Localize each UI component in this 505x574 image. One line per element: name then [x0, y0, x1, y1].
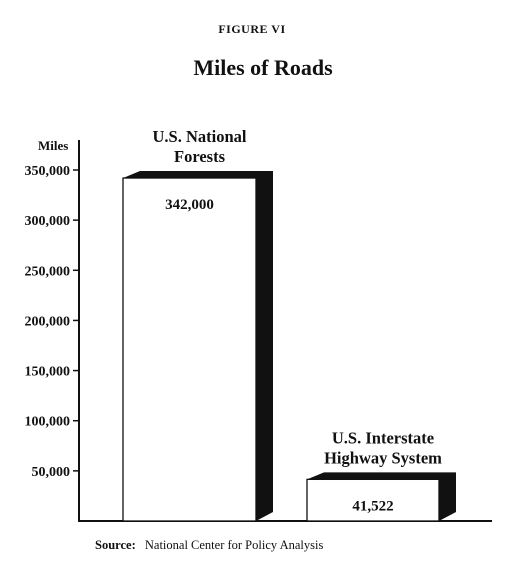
- bar-category-label: Forests: [174, 147, 226, 166]
- bar-value-label: 41,522: [352, 498, 393, 514]
- y-tick-label: 350,000: [25, 164, 71, 179]
- bar-value-label: 342,000: [165, 197, 214, 213]
- bar-category-label: Highway System: [324, 448, 442, 467]
- y-tick-label: 300,000: [25, 214, 71, 229]
- y-tick-label: 200,000: [25, 314, 71, 329]
- y-tick-label: 250,000: [25, 264, 71, 279]
- bar-category-label: U.S. National: [153, 127, 247, 146]
- bar-shadow: [307, 472, 456, 521]
- figure-label: FIGURE VI: [218, 22, 285, 36]
- y-tick-label: 100,000: [25, 415, 71, 430]
- bar: [306, 478, 440, 522]
- source-note: Source: National Center for Policy Analy…: [95, 538, 323, 552]
- y-tick-label: 150,000: [25, 365, 71, 380]
- y-axis-ticks: 50,000 100,000 150,000 200,000 250,000 300,00…: [25, 164, 79, 480]
- chart-title: Miles of Roads: [193, 55, 333, 80]
- bar: [122, 177, 257, 522]
- y-tick-label: 50,000: [32, 465, 71, 480]
- y-axis-label: Miles: [38, 138, 68, 153]
- bar-shadow: [123, 171, 273, 521]
- source-prefix: Source:: [95, 538, 136, 552]
- source-text: National Center for Policy Analysis: [145, 538, 324, 552]
- bar-category-label: U.S. Interstate: [332, 428, 434, 447]
